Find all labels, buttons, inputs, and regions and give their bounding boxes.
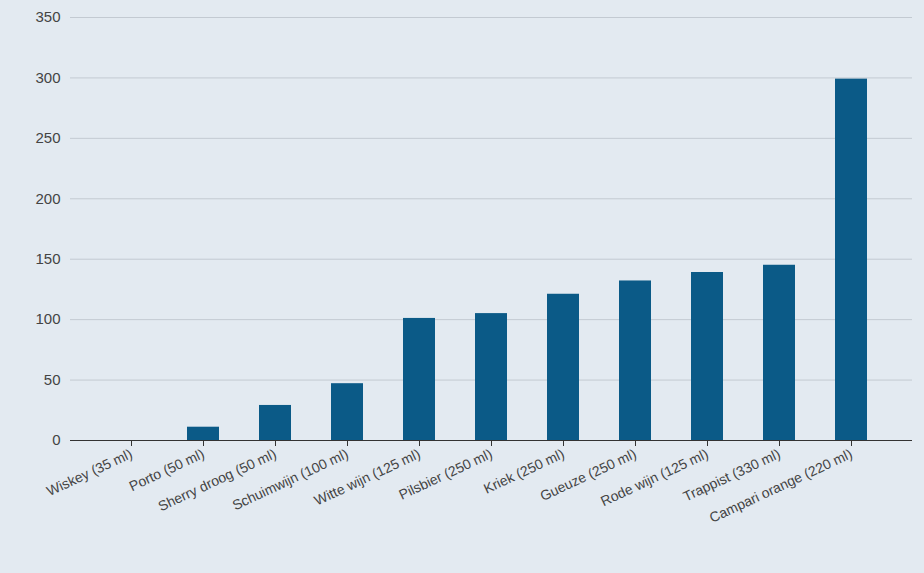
svg-text:200: 200: [35, 190, 60, 207]
svg-text:0: 0: [52, 431, 60, 448]
svg-text:Witte wijn (125 ml): Witte wijn (125 ml): [311, 445, 423, 509]
svg-text:100: 100: [35, 310, 60, 327]
svg-text:Trappist (330 ml): Trappist (330 ml): [680, 445, 783, 505]
svg-text:Rode wijn (125 ml): Rode wijn (125 ml): [598, 445, 711, 510]
svg-text:Wiskey (35 ml): Wiskey (35 ml): [44, 445, 135, 499]
svg-text:Schuimwijn (100 ml): Schuimwijn (100 ml): [230, 445, 351, 513]
svg-text:350: 350: [35, 8, 60, 25]
svg-text:Sherry droog (50 ml): Sherry droog (50 ml): [156, 445, 279, 514]
svg-text:50: 50: [44, 371, 61, 388]
svg-text:Campari orange (220 ml): Campari orange (220 ml): [707, 445, 855, 525]
svg-text:Gueuze (250 ml): Gueuze (250 ml): [537, 445, 639, 504]
svg-text:Pilsbier (250 ml): Pilsbier (250 ml): [396, 445, 494, 502]
svg-text:250: 250: [35, 129, 60, 146]
svg-text:Porto (50 ml): Porto (50 ml): [126, 445, 207, 495]
svg-text:Kriek (250 ml): Kriek (250 ml): [480, 445, 567, 497]
svg-text:300: 300: [35, 69, 60, 86]
svg-text:150: 150: [35, 250, 60, 267]
